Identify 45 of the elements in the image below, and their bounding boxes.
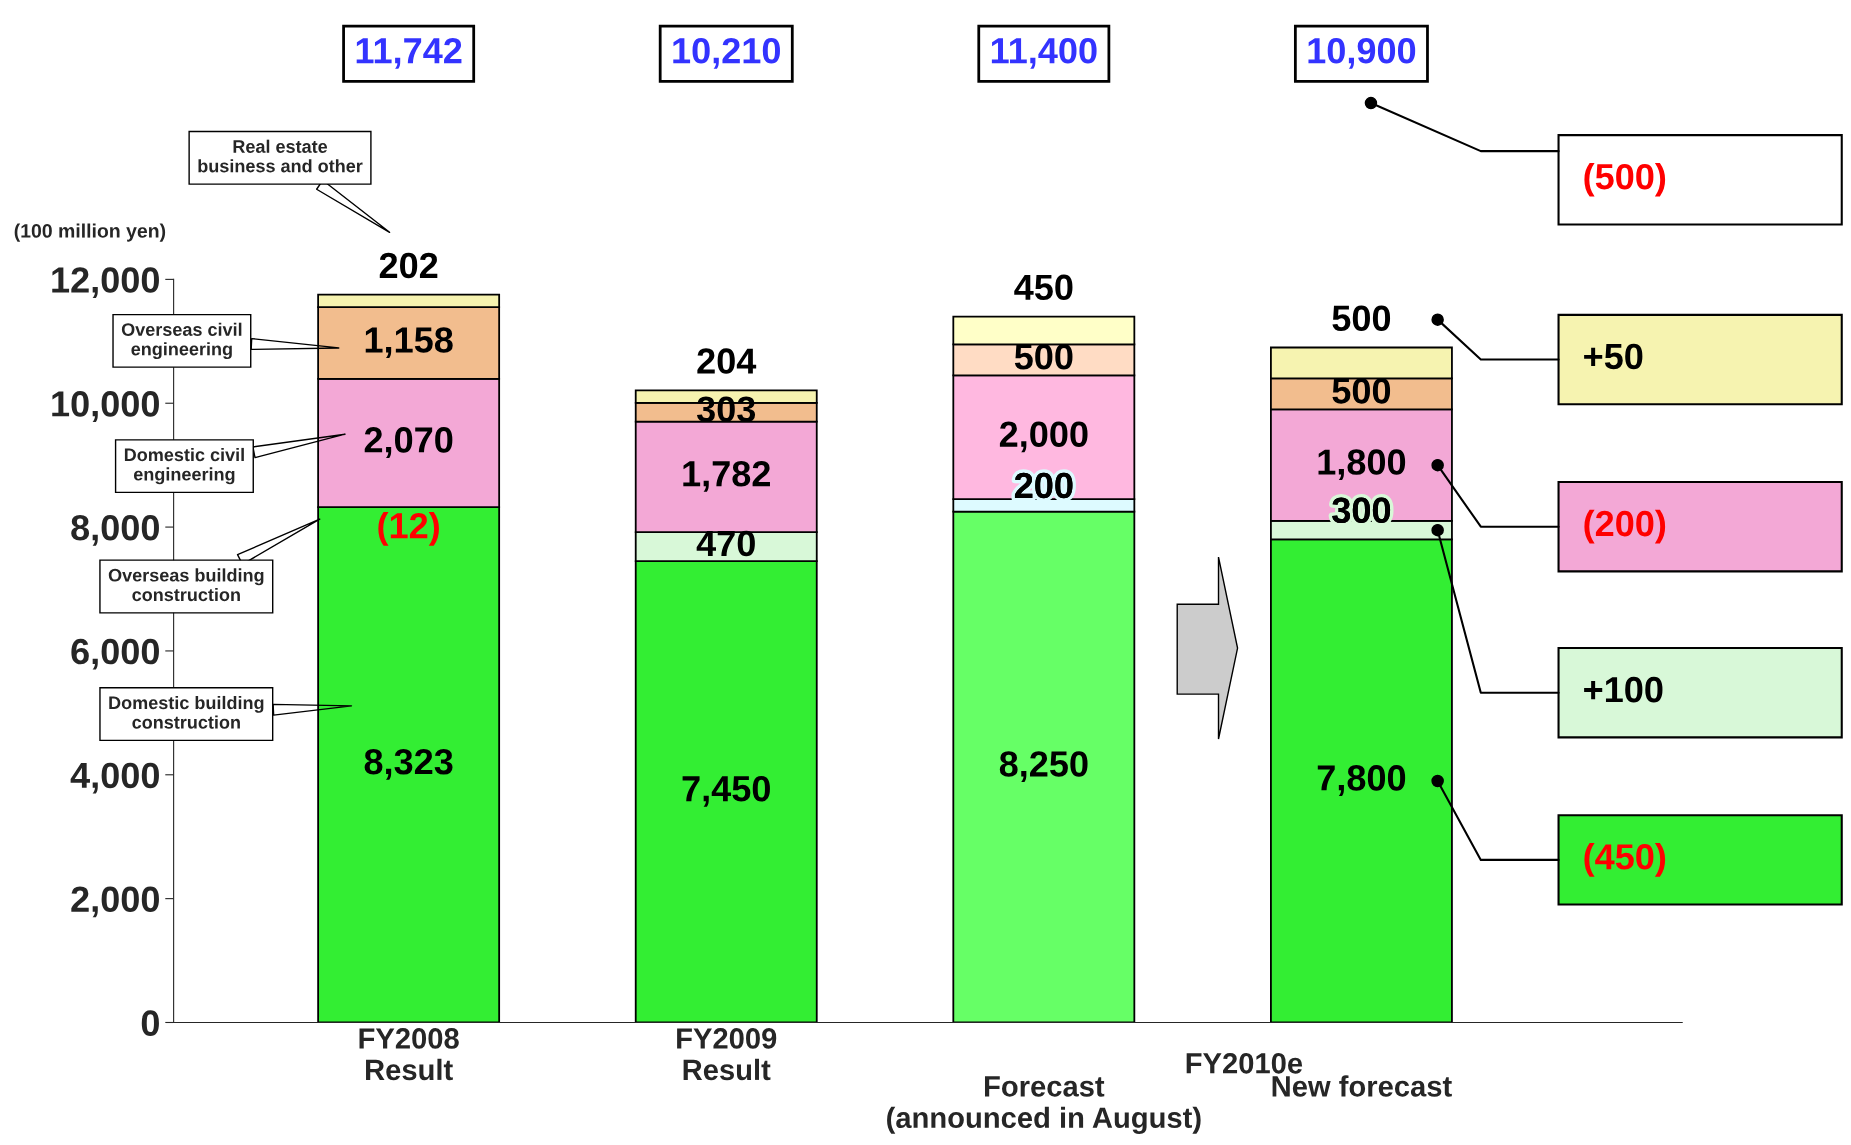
legend-label: Overseas civil engineering	[121, 322, 242, 360]
text: 11,400	[991, 37, 1097, 69]
data-label: 8,323	[364, 748, 453, 780]
x-tick-label: FY2009 Result	[677, 1028, 777, 1081]
data-label: 300	[1332, 497, 1391, 524]
annotation: (200)	[1584, 509, 1666, 544]
data-label: 204	[697, 348, 757, 374]
annotation: (450)	[1584, 843, 1666, 877]
annotation: +50	[1584, 343, 1643, 370]
data-label: 2,000	[999, 421, 1088, 453]
y-tick-label: 12,000	[52, 267, 159, 299]
text: 10,900	[1308, 37, 1416, 69]
x-tick-label: FY2008 Result	[359, 1028, 459, 1081]
y-axis-title: (100 million yen)	[14, 223, 166, 242]
data-label: 7,450	[682, 775, 770, 807]
data-label: 1,800	[1318, 449, 1406, 481]
data-label: 500	[1332, 378, 1391, 404]
text: FY2010e	[1186, 1052, 1303, 1074]
text: 10,210	[673, 37, 780, 69]
text: Domestic civil engineering	[124, 447, 244, 485]
data-label: 500	[1332, 305, 1391, 332]
text: 11,742	[356, 37, 462, 69]
data-label: 7,800	[1317, 765, 1406, 796]
data-label: 1,158	[365, 327, 453, 358]
y-tick-label: 2,000	[71, 886, 159, 918]
data-label: 8,250	[999, 751, 1088, 782]
data-label: 2,070	[364, 427, 453, 458]
text: (500)	[1584, 162, 1666, 197]
y-tick-label: 8,000	[71, 514, 159, 546]
legend-label: Domestic building construction	[109, 695, 264, 729]
annotation: +100	[1584, 676, 1663, 703]
data-label: 450	[1014, 274, 1073, 301]
data-label: 202	[379, 252, 438, 279]
x-tick-label: Forecast (announced in August)	[887, 1076, 1201, 1134]
annotation: (12)	[378, 512, 439, 546]
data-label: 500	[1014, 344, 1073, 370]
y-tick-label: 6,000	[71, 638, 159, 670]
x-tick-label: New forecast	[1272, 1075, 1452, 1097]
y-tick-label: 4,000	[70, 762, 159, 794]
text: Real estate business and other	[198, 139, 363, 173]
text: Overseas building construction	[108, 568, 264, 602]
y-tick-label: 10,000	[52, 391, 159, 422]
data-label: 1,782	[683, 460, 770, 492]
data-label: 200	[1014, 472, 1073, 499]
y-tick-label: 0	[141, 1010, 159, 1036]
